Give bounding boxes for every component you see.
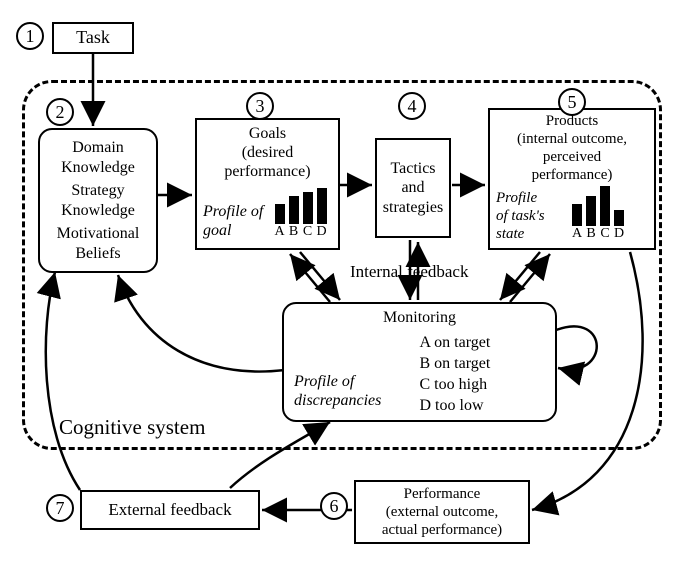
- knowledge-motivation: MotivationalBeliefs: [46, 224, 150, 262]
- products-bars: [572, 186, 624, 226]
- monitoring-box: Monitoring Profile of discrepancies A on…: [282, 302, 557, 422]
- task-label: Task: [76, 27, 110, 49]
- diagram-canvas: Cognitive system: [0, 0, 685, 574]
- internal-feedback-label: Internal feedback: [350, 262, 468, 282]
- performance-line1: Performance: [404, 485, 481, 503]
- monitoring-profile-label: Profile of discrepancies: [284, 372, 420, 416]
- cognitive-system-label: Cognitive system: [55, 415, 209, 440]
- performance-line3: actual performance): [382, 521, 502, 539]
- circle-3: 3: [246, 92, 274, 120]
- circle-6: 6: [320, 492, 348, 520]
- tactics-line3: strategies: [383, 198, 443, 217]
- goals-bars: [275, 188, 327, 224]
- products-box: Products (internal outcome, perceived pe…: [488, 108, 656, 250]
- goals-profile-label: Profile of goal: [197, 202, 275, 240]
- monitoring-title: Monitoring: [383, 308, 456, 327]
- knowledge-box: DomainKnowledge StrategyKnowledge Motiva…: [38, 128, 158, 273]
- products-profile-label: Profile of task's state: [490, 189, 572, 243]
- tactics-box: Tactics and strategies: [375, 138, 451, 238]
- performance-line2: (external outcome,: [386, 503, 498, 521]
- circle-7: 7: [46, 494, 74, 522]
- knowledge-strategy: StrategyKnowledge: [46, 181, 150, 219]
- knowledge-domain: DomainKnowledge: [46, 138, 150, 176]
- monitoring-items: A on target B on target C too high D too…: [420, 333, 556, 416]
- external-feedback-label: External feedback: [108, 500, 231, 520]
- external-feedback-box: External feedback: [80, 490, 260, 530]
- circle-4: 4: [398, 92, 426, 120]
- goals-box: Goals (desired performance) Profile of g…: [195, 118, 340, 250]
- goals-title: Goals (desired performance): [224, 124, 310, 182]
- circle-1: 1: [16, 22, 44, 50]
- tactics-line2: and: [401, 178, 424, 197]
- goals-bar-labels: A B C D: [275, 224, 327, 241]
- performance-box: Performance (external outcome, actual pe…: [354, 480, 530, 544]
- circle-5: 5: [558, 88, 586, 116]
- products-title: Products (internal outcome, perceived pe…: [517, 112, 627, 184]
- tactics-line1: Tactics: [390, 159, 435, 178]
- products-bar-labels: A B C D: [572, 226, 624, 243]
- task-box: Task: [52, 22, 134, 54]
- circle-2: 2: [46, 98, 74, 126]
